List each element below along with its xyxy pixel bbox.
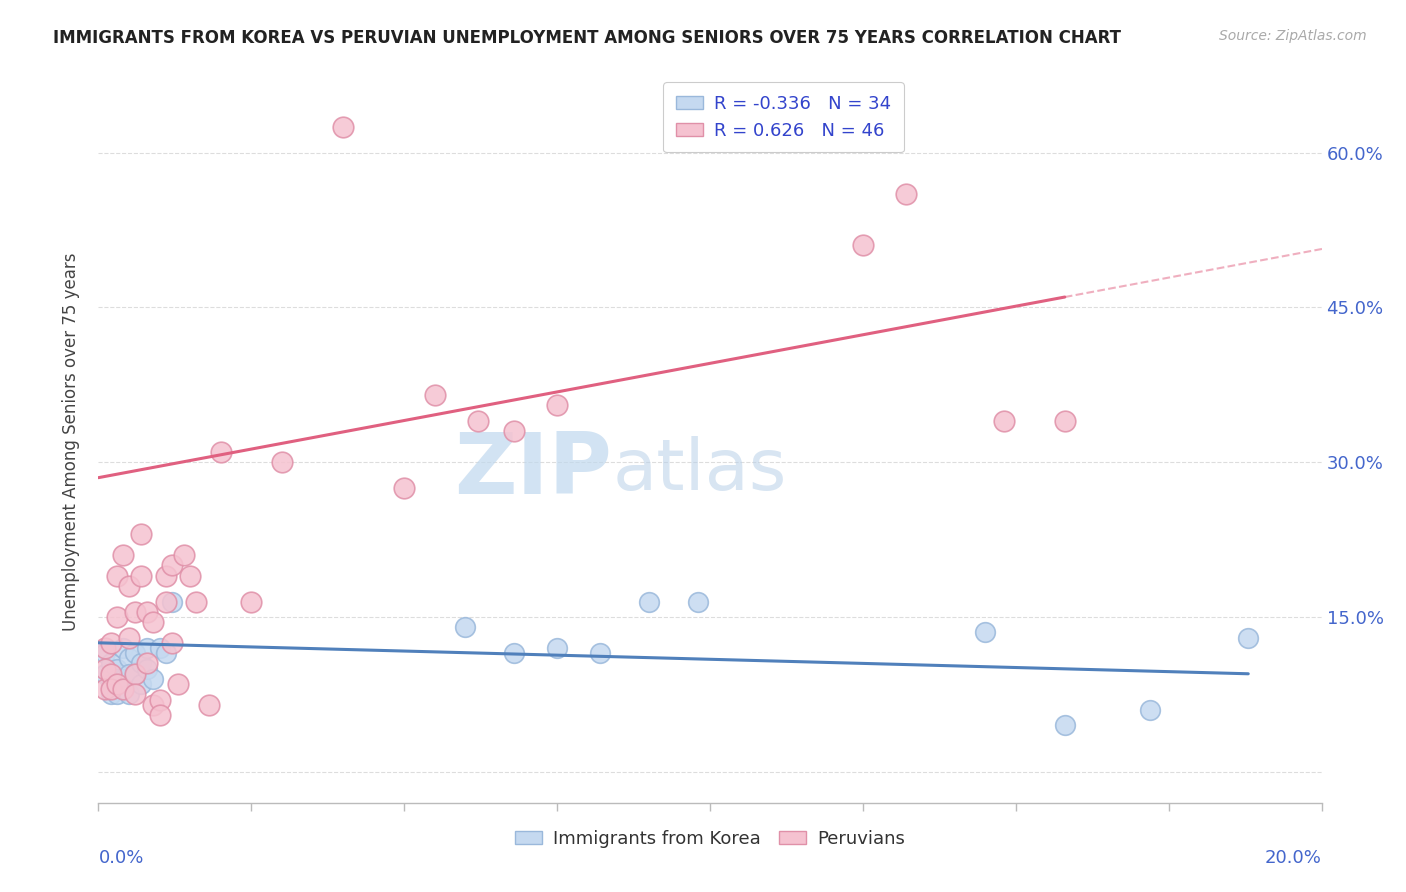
- Text: ZIP: ZIP: [454, 429, 612, 512]
- Point: [111, 682, 134, 697]
- Point: [129, 657, 152, 671]
- Point: [149, 708, 172, 723]
- Point: [118, 666, 141, 681]
- Point: [93, 646, 115, 660]
- Point: [100, 687, 122, 701]
- Point: [111, 548, 134, 562]
- Point: [1053, 718, 1076, 732]
- Text: 20.0%: 20.0%: [1265, 849, 1322, 867]
- Point: [240, 594, 263, 608]
- Text: 0.0%: 0.0%: [98, 849, 143, 867]
- Point: [111, 682, 134, 697]
- Point: [209, 445, 232, 459]
- Point: [637, 594, 661, 608]
- Point: [105, 672, 128, 686]
- Point: [136, 657, 159, 671]
- Point: [197, 698, 219, 712]
- Point: [160, 636, 183, 650]
- Point: [124, 666, 146, 681]
- Point: [270, 455, 292, 469]
- Point: [686, 594, 709, 608]
- Point: [124, 666, 146, 681]
- Point: [467, 414, 489, 428]
- Point: [124, 605, 146, 619]
- Point: [100, 636, 122, 650]
- Point: [129, 527, 152, 541]
- Point: [454, 620, 477, 634]
- Point: [155, 594, 177, 608]
- Point: [111, 640, 134, 655]
- Point: [118, 579, 141, 593]
- Point: [105, 568, 128, 582]
- Point: [546, 398, 568, 412]
- Point: [136, 662, 159, 676]
- Point: [124, 646, 146, 660]
- Point: [546, 640, 568, 655]
- Point: [118, 687, 141, 701]
- Point: [179, 568, 201, 582]
- Point: [142, 672, 165, 686]
- Point: [160, 558, 183, 573]
- Point: [100, 657, 122, 671]
- Point: [149, 692, 172, 706]
- Legend: Immigrants from Korea, Peruvians: Immigrants from Korea, Peruvians: [508, 822, 912, 855]
- Point: [894, 186, 917, 201]
- Point: [124, 687, 146, 701]
- Point: [142, 615, 165, 630]
- Point: [136, 640, 159, 655]
- Text: atlas: atlas: [612, 436, 786, 505]
- Point: [392, 481, 416, 495]
- Point: [167, 677, 190, 691]
- Point: [93, 662, 115, 676]
- Point: [93, 682, 115, 697]
- Point: [142, 698, 165, 712]
- Point: [503, 646, 526, 660]
- Point: [149, 640, 172, 655]
- Point: [93, 666, 115, 681]
- Point: [1237, 631, 1260, 645]
- Point: [852, 238, 875, 252]
- Point: [100, 682, 122, 697]
- Point: [423, 388, 446, 402]
- Point: [111, 672, 134, 686]
- Point: [589, 646, 612, 660]
- Point: [1053, 414, 1076, 428]
- Point: [186, 594, 208, 608]
- Point: [105, 677, 128, 691]
- Point: [105, 610, 128, 624]
- Point: [100, 666, 122, 681]
- Point: [129, 568, 152, 582]
- Point: [118, 631, 141, 645]
- Point: [136, 605, 159, 619]
- Point: [155, 646, 177, 660]
- Point: [993, 414, 1015, 428]
- Text: IMMIGRANTS FROM KOREA VS PERUVIAN UNEMPLOYMENT AMONG SENIORS OVER 75 YEARS CORRE: IMMIGRANTS FROM KOREA VS PERUVIAN UNEMPL…: [53, 29, 1122, 46]
- Point: [332, 120, 354, 134]
- Point: [160, 594, 183, 608]
- Point: [118, 651, 141, 665]
- Point: [974, 625, 997, 640]
- Point: [100, 677, 122, 691]
- Point: [155, 568, 177, 582]
- Point: [1139, 703, 1161, 717]
- Text: Source: ZipAtlas.com: Source: ZipAtlas.com: [1219, 29, 1367, 43]
- Point: [105, 687, 128, 701]
- Point: [503, 424, 526, 438]
- Point: [173, 548, 195, 562]
- Point: [129, 677, 152, 691]
- Y-axis label: Unemployment Among Seniors over 75 years: Unemployment Among Seniors over 75 years: [62, 252, 80, 631]
- Point: [105, 662, 128, 676]
- Point: [93, 640, 115, 655]
